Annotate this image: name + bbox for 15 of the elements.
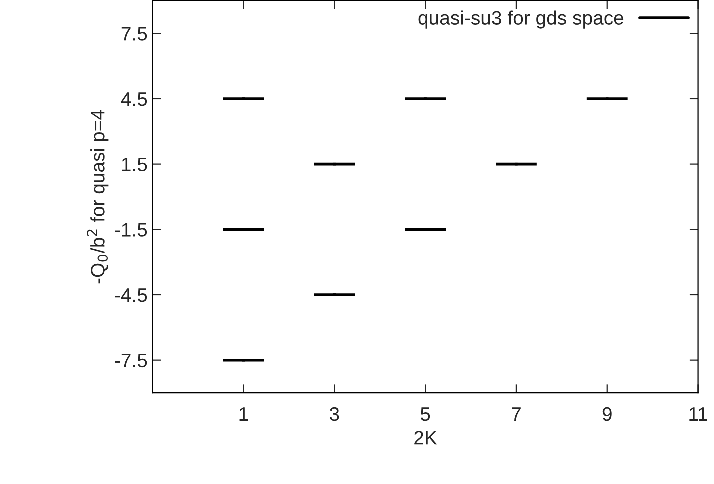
x-tick-label: 7 xyxy=(512,408,521,421)
y-tick-label: 4.5 xyxy=(121,92,148,106)
x-tick-label: 11 xyxy=(690,408,708,421)
y-tick-label: -4.5 xyxy=(115,288,148,302)
y-tick-label: 1.5 xyxy=(122,158,148,172)
x-axis-title: 2K xyxy=(414,431,438,445)
y-tick-label: -7.5 xyxy=(115,354,148,368)
x-tick-label: 9 xyxy=(602,407,612,422)
x-tick-label: 5 xyxy=(420,408,430,422)
y-tick-label: -1.5 xyxy=(115,223,148,237)
x-tick-label: 3 xyxy=(330,407,340,422)
x-tick-label: 1 xyxy=(240,408,248,421)
y-tick-label: 7.5 xyxy=(122,27,148,41)
y-axis-title: -Q$_{0}$/b$^{2}$ for quasi p=4 xyxy=(87,110,109,284)
legend-label: quasi-su3 for gds space xyxy=(418,10,624,29)
